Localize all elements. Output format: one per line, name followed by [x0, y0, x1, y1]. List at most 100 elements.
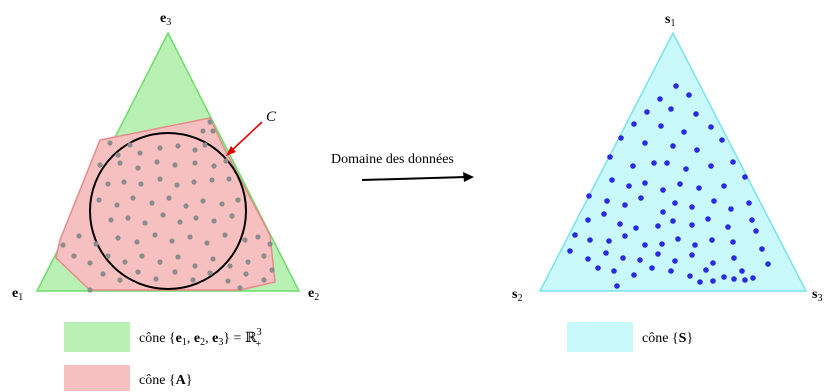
data-point: [657, 96, 663, 102]
vertex-label-e3: e3: [160, 11, 171, 28]
data-point: [601, 211, 607, 217]
arrow-C-line: [228, 121, 263, 154]
data-point: [211, 163, 217, 169]
mapping-arrow-line: [361, 176, 467, 181]
data-point: [93, 241, 99, 247]
data-point: [675, 236, 681, 242]
data-point: [115, 235, 121, 241]
data-point: [587, 237, 593, 243]
data-point: [149, 200, 155, 206]
legend-swatch-A: [64, 365, 130, 391]
data-point: [226, 176, 232, 182]
data-point: [611, 268, 617, 274]
data-point: [202, 142, 208, 148]
data-point: [200, 198, 206, 204]
data-point: [689, 252, 695, 258]
data-point: [655, 251, 661, 257]
data-point: [670, 218, 676, 224]
data-point: [157, 176, 163, 182]
arrow-C-head: [226, 146, 236, 156]
data-point: [108, 217, 114, 223]
data-point: [174, 182, 180, 188]
data-point: [694, 147, 700, 153]
data-point: [730, 159, 736, 165]
legend-label-A: cône {A}: [139, 373, 193, 388]
data-point: [642, 140, 648, 146]
data-point: [177, 219, 183, 225]
data-point: [107, 140, 113, 146]
data-point: [192, 263, 198, 269]
data-point: [709, 237, 715, 243]
data-point: [125, 215, 131, 221]
data-point: [649, 265, 655, 271]
data-point: [642, 242, 648, 248]
legend: cône {e1, e2, e3} = ℝ3 + cône {A} cône {S…: [64, 322, 693, 391]
data-point: [703, 267, 709, 273]
data-points-blue: [567, 83, 771, 289]
data-point: [114, 202, 120, 208]
data-point: [87, 287, 93, 293]
data-point: [229, 213, 235, 219]
data-point: [87, 260, 93, 266]
data-point: [97, 162, 103, 168]
data-point: [175, 143, 181, 149]
data-point: [677, 181, 683, 187]
vertex-label-e2: e2: [308, 286, 319, 303]
data-point: [122, 259, 128, 265]
data-point: [139, 253, 145, 259]
data-point: [683, 166, 689, 172]
data-point: [211, 218, 217, 224]
middle-mapping: Domaine des données: [331, 152, 474, 182]
data-point: [225, 278, 231, 284]
data-point: [585, 217, 591, 223]
data-point: [725, 224, 731, 230]
data-point: [210, 256, 216, 262]
data-point: [719, 137, 725, 143]
data-point: [267, 241, 273, 247]
data-point: [753, 228, 759, 234]
data-point: [135, 165, 141, 171]
vertex-label-s2: s2: [512, 287, 522, 304]
data-point: [693, 111, 699, 117]
right-simplex-panel: s1 s2 s3: [512, 12, 822, 304]
data-point: [731, 255, 737, 261]
data-point: [190, 277, 196, 283]
data-point: [644, 109, 650, 115]
data-point: [60, 242, 66, 248]
data-point: [651, 160, 657, 166]
legend-label-simplex: cône {e1, e2, e3} = ℝ3 +: [139, 327, 262, 350]
data-point: [172, 162, 178, 168]
data-point: [710, 278, 716, 284]
data-point: [710, 260, 716, 266]
data-point: [172, 269, 178, 275]
data-point: [209, 177, 215, 183]
data-point: [689, 222, 695, 228]
data-point: [638, 195, 644, 201]
data-point: [191, 179, 197, 185]
data-point: [742, 174, 748, 180]
data-point: [154, 159, 160, 165]
mapping-arrow-head: [463, 172, 474, 182]
data-point: [622, 233, 628, 239]
data-point: [572, 232, 578, 238]
legend-label-S: cône {S}: [642, 331, 693, 346]
cone-A-polytope: [55, 117, 276, 291]
data-point: [127, 142, 133, 148]
data-point: [614, 283, 620, 289]
legend-swatch-S: [567, 322, 633, 352]
circle-label-C: C: [266, 109, 277, 125]
data-point: [668, 268, 674, 274]
data-point: [692, 242, 698, 248]
data-point: [96, 197, 102, 203]
data-point: [243, 271, 249, 277]
vertex-label-e1: e1: [12, 286, 23, 303]
data-point: [759, 246, 765, 252]
circle-C: [89, 132, 247, 290]
data-point: [222, 232, 228, 238]
data-point: [686, 92, 692, 98]
data-point: [617, 221, 623, 227]
simplex-triangle-s: [538, 31, 808, 292]
data-point: [153, 276, 159, 282]
data-point: [157, 259, 163, 265]
